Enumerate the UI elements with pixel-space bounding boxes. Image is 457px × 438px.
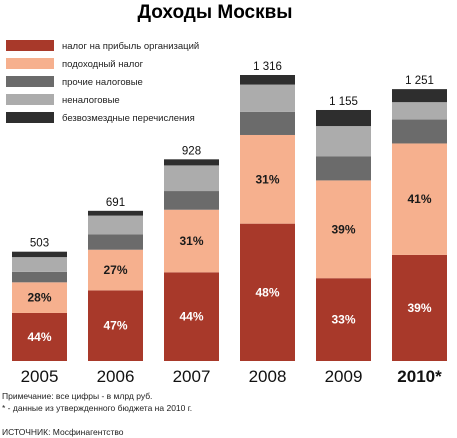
bar-2009-series-5 [316,109,371,127]
note-units: Примечание: все цифры - в млрд руб. [2,391,152,401]
bar-2006-series-2 [88,249,143,291]
year-label-2007: 2007 [173,367,211,386]
bar-2008-series-3 [240,111,295,135]
bar-2007-series-2 [164,209,219,273]
legend-swatch-3 [6,76,54,87]
bar-2005-series-3 [12,271,67,283]
total-label-2006: 691 [106,197,125,209]
total-label-2007: 928 [182,145,201,157]
segment-label-2008-series-1: 48% [255,285,279,299]
legend-swatch-1 [6,40,54,51]
bar-2006-series-1 [88,290,143,361]
bar-2005-series-5 [12,251,67,258]
legend-swatch-2 [6,58,54,69]
year-label-2005: 2005 [21,367,59,386]
legend-swatch-4 [6,94,54,105]
legend-label-3: прочие налоговые [62,77,143,88]
legend-label-5: безвозмездные перечисления [62,113,195,124]
chart-title: Доходы Москвы [137,2,292,23]
segment-label-2008-series-2: 31% [255,172,279,186]
source-label: ИСТОЧНИК: Мосфинагентство [2,427,124,437]
bar-2005-series-4 [12,257,67,272]
segment-label-2005-series-2: 28% [27,291,51,305]
segment-label-2005-series-1: 44% [27,330,51,344]
bar-2007-series-4 [164,165,219,192]
segment-label-2010-series-2: 41% [407,192,431,206]
bar-2008-series-4 [240,84,295,112]
bar-2010-series-2 [392,143,447,255]
year-label-2008: 2008 [249,367,287,386]
note-budget: * - данные из утвержденного бюджета на 2… [2,403,192,413]
segment-label-2009-series-2: 39% [331,222,355,236]
total-labels: 503 691 928 1 316 1 155 1 251 [30,61,434,250]
total-label-2008: 1 316 [253,61,282,73]
legend-label-1: налог на прибыль организаций [62,41,199,52]
bar-2008-series-1 [240,223,295,361]
bars: 44% 28% 47% 27% 44% 31% 48% 31% 33% 39% 39% 41% [12,75,447,361]
total-label-2010: 1 251 [405,75,434,87]
total-label-2009: 1 155 [329,96,358,108]
segment-label-2010-series-1: 39% [407,301,431,315]
segment-label-2007-series-1: 44% [179,310,203,324]
bar-2010-series-5 [392,89,447,103]
year-label-2010: 2010* [397,367,442,386]
bar-2010-series-3 [392,119,447,144]
bar-2009-series-3 [316,156,371,181]
bar-2006-series-3 [88,234,143,250]
bar-2008-series-5 [240,75,295,85]
bar-2006-series-4 [88,215,143,235]
legend-label-2: подоходный налог [62,59,144,70]
bar-2005-series-2 [12,282,67,313]
total-label-2005: 503 [30,238,49,250]
legend-label-4: неналоговые [62,95,120,106]
segment-label-2006-series-2: 27% [103,263,127,277]
legend-swatch-5 [6,112,54,123]
year-label-2006: 2006 [97,367,135,386]
segment-label-2009-series-1: 33% [331,313,355,327]
segment-label-2006-series-1: 47% [103,319,127,333]
bar-2008-series-2 [240,134,295,224]
year-label-2009: 2009 [325,367,363,386]
bar-2009-series-2 [316,180,371,279]
segment-label-2007-series-2: 31% [179,234,203,248]
bar-2010-series-4 [392,102,447,120]
bar-2009-series-4 [316,126,371,157]
bar-2009-series-1 [316,278,371,361]
legend: налог на прибыль организаций подоходный н… [6,40,199,124]
bar-2007-series-5 [164,159,219,166]
year-labels: 2005 2006 2007 2008 2009 2010* [21,367,443,386]
bar-2005-series-1 [12,312,67,361]
bar-2006-series-5 [88,210,143,216]
bar-2007-series-3 [164,191,219,210]
bar-2010-series-1 [392,254,447,361]
bar-2007-series-1 [164,272,219,361]
